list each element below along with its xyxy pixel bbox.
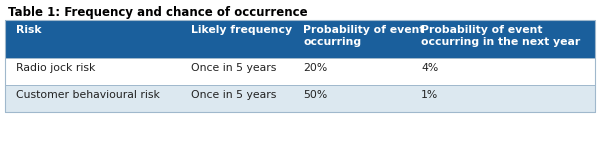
Text: 1%: 1% <box>421 90 438 100</box>
Bar <box>5 85 595 112</box>
Bar <box>5 58 595 85</box>
Text: Probability of event
occurring: Probability of event occurring <box>303 25 425 47</box>
Text: Once in 5 years: Once in 5 years <box>191 90 277 100</box>
Text: Radio jock risk: Radio jock risk <box>16 63 95 73</box>
Text: 50%: 50% <box>303 90 328 100</box>
Bar <box>5 20 595 112</box>
Text: Likely frequency: Likely frequency <box>191 25 292 35</box>
Text: Table 1: Frequency and chance of occurrence: Table 1: Frequency and chance of occurre… <box>8 6 308 19</box>
Text: Probability of event
occurring in the next year: Probability of event occurring in the ne… <box>421 25 580 47</box>
Text: Risk: Risk <box>16 25 41 35</box>
Bar <box>5 20 595 58</box>
Text: Once in 5 years: Once in 5 years <box>191 63 277 73</box>
Text: 4%: 4% <box>421 63 438 73</box>
Text: 20%: 20% <box>303 63 328 73</box>
Text: Customer behavioural risk: Customer behavioural risk <box>16 90 160 100</box>
